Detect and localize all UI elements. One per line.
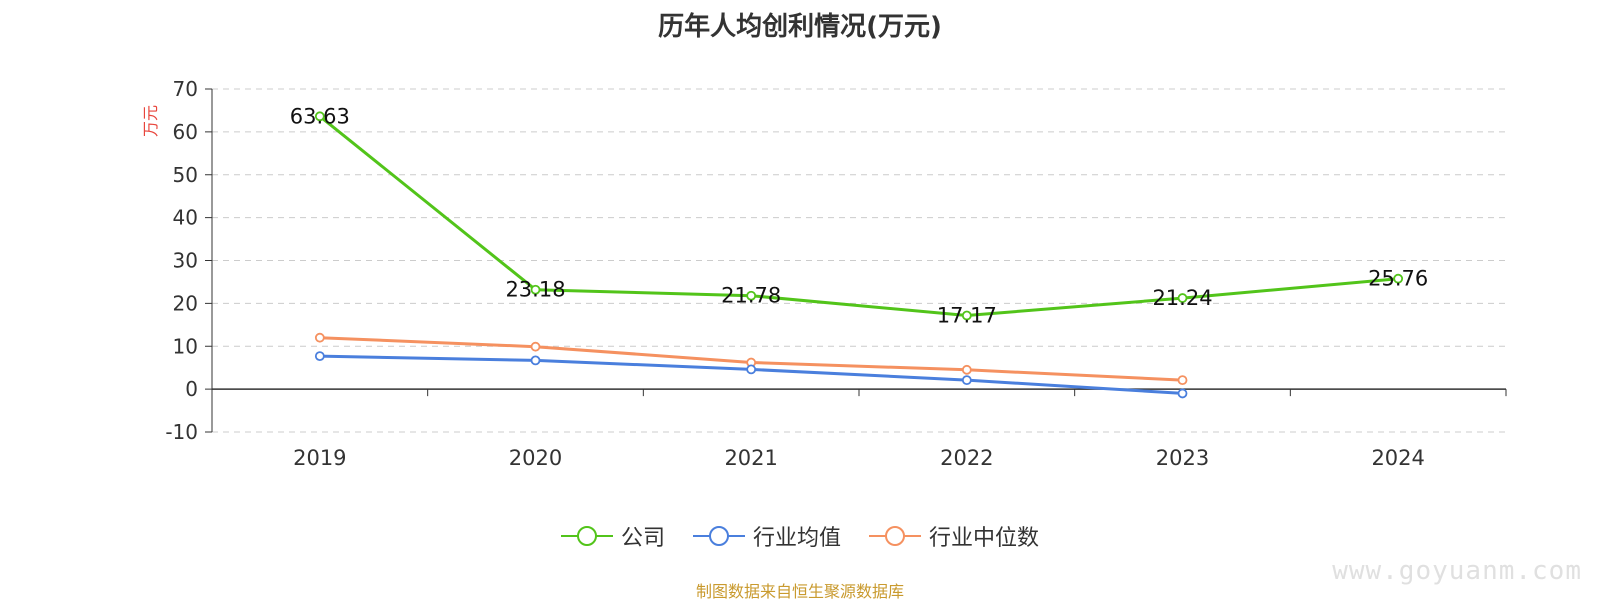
data-point[interactable]	[530, 341, 541, 352]
legend-item-industry-average[interactable]: 行业均值	[692, 520, 841, 552]
data-point[interactable]	[314, 351, 325, 362]
data-point[interactable]	[1177, 388, 1188, 399]
data-point[interactable]	[1393, 273, 1404, 284]
data-label: 23.18	[505, 278, 565, 302]
data-point[interactable]	[530, 284, 541, 295]
x-tick-label: 2022	[940, 446, 993, 470]
y-tick-label: 10	[173, 334, 198, 358]
y-axis-label: 万元	[141, 105, 160, 137]
x-tick-label: 2020	[509, 446, 562, 470]
series-line	[318, 115, 1399, 317]
legend-label-industry-median: 行业中位数	[929, 526, 1040, 551]
x-tick-label: 2024	[1371, 446, 1424, 470]
data-point[interactable]	[746, 364, 757, 375]
data-point[interactable]	[961, 375, 972, 386]
y-tick-label: 0	[185, 377, 198, 401]
data-label: 25.76	[1368, 267, 1428, 291]
y-tick-label: 30	[173, 249, 198, 273]
chart-legend: 公司 行业均值 行业中位数	[0, 520, 1600, 552]
legend-label-company: 公司	[620, 526, 665, 551]
data-label: 63.63	[290, 104, 350, 128]
x-tick-label: 2019	[293, 446, 346, 470]
y-tick-label: 50	[173, 163, 198, 187]
data-source-note: 制图数据来自恒生聚源数据库	[695, 582, 904, 601]
y-tick-label: 20	[173, 291, 198, 315]
watermark: www.goyuanm.com	[1332, 556, 1582, 586]
y-tick-label: 60	[173, 120, 198, 144]
data-point[interactable]	[314, 111, 325, 122]
data-label: 21.78	[721, 284, 781, 308]
data-label: 21.24	[1152, 286, 1212, 310]
x-tick-label: 2023	[1156, 446, 1209, 470]
y-tick-label: 40	[173, 206, 198, 230]
chart-title: 历年人均创利情况(万元)	[658, 12, 942, 42]
y-tick-label: -10	[165, 420, 198, 444]
x-tick-label: 2021	[724, 446, 777, 470]
data-point[interactable]	[1177, 293, 1188, 303]
legend-swatch-company	[560, 526, 613, 546]
legend-item-company[interactable]: 公司	[560, 520, 665, 552]
data-point[interactable]	[314, 332, 325, 343]
data-point[interactable]	[530, 355, 541, 366]
data-point[interactable]	[746, 290, 757, 301]
data-point[interactable]	[961, 364, 972, 375]
legend-swatch-industry-average	[692, 526, 745, 546]
legend-label-industry-average: 行业均值	[752, 526, 841, 551]
legend-item-industry-median[interactable]: 行业中位数	[869, 520, 1039, 552]
data-point[interactable]	[961, 310, 972, 321]
legend-swatch-industry-median	[869, 526, 921, 546]
data-point[interactable]	[1177, 375, 1188, 386]
y-tick-label: 70	[173, 77, 198, 101]
data-label: 17.17	[937, 304, 997, 328]
